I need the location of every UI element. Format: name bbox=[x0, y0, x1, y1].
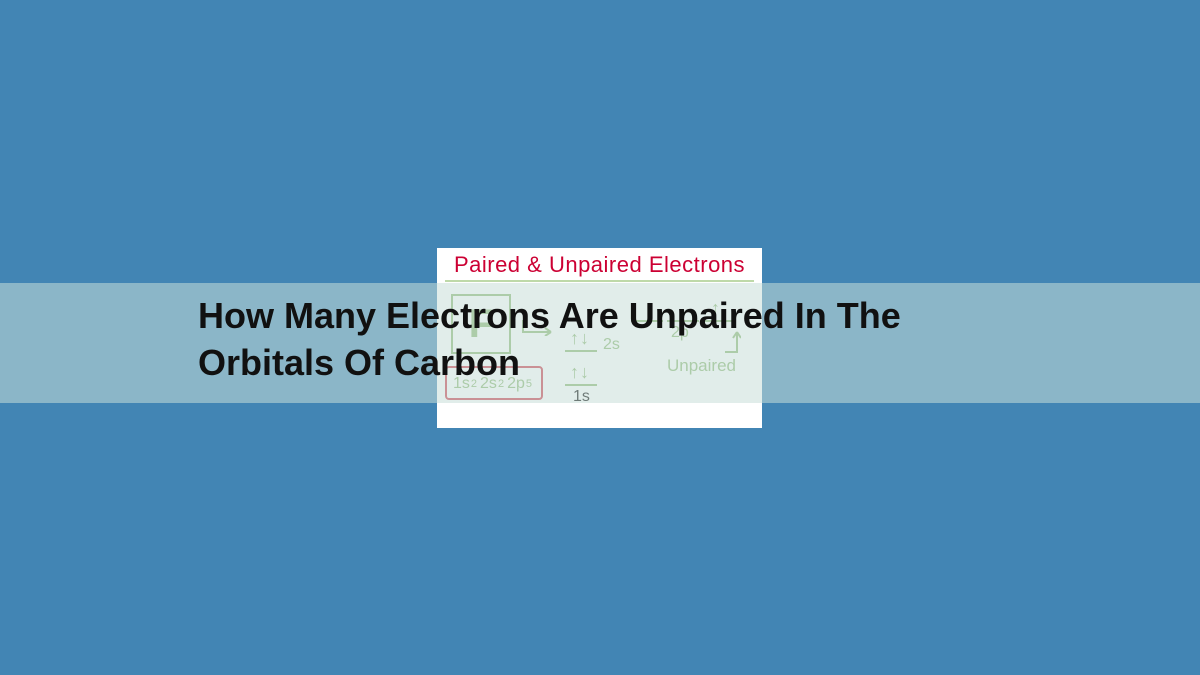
headline-text: How Many Electrons Are Unpaired In The O… bbox=[198, 293, 1008, 387]
card-title: Paired & Unpaired Electrons bbox=[445, 252, 754, 278]
